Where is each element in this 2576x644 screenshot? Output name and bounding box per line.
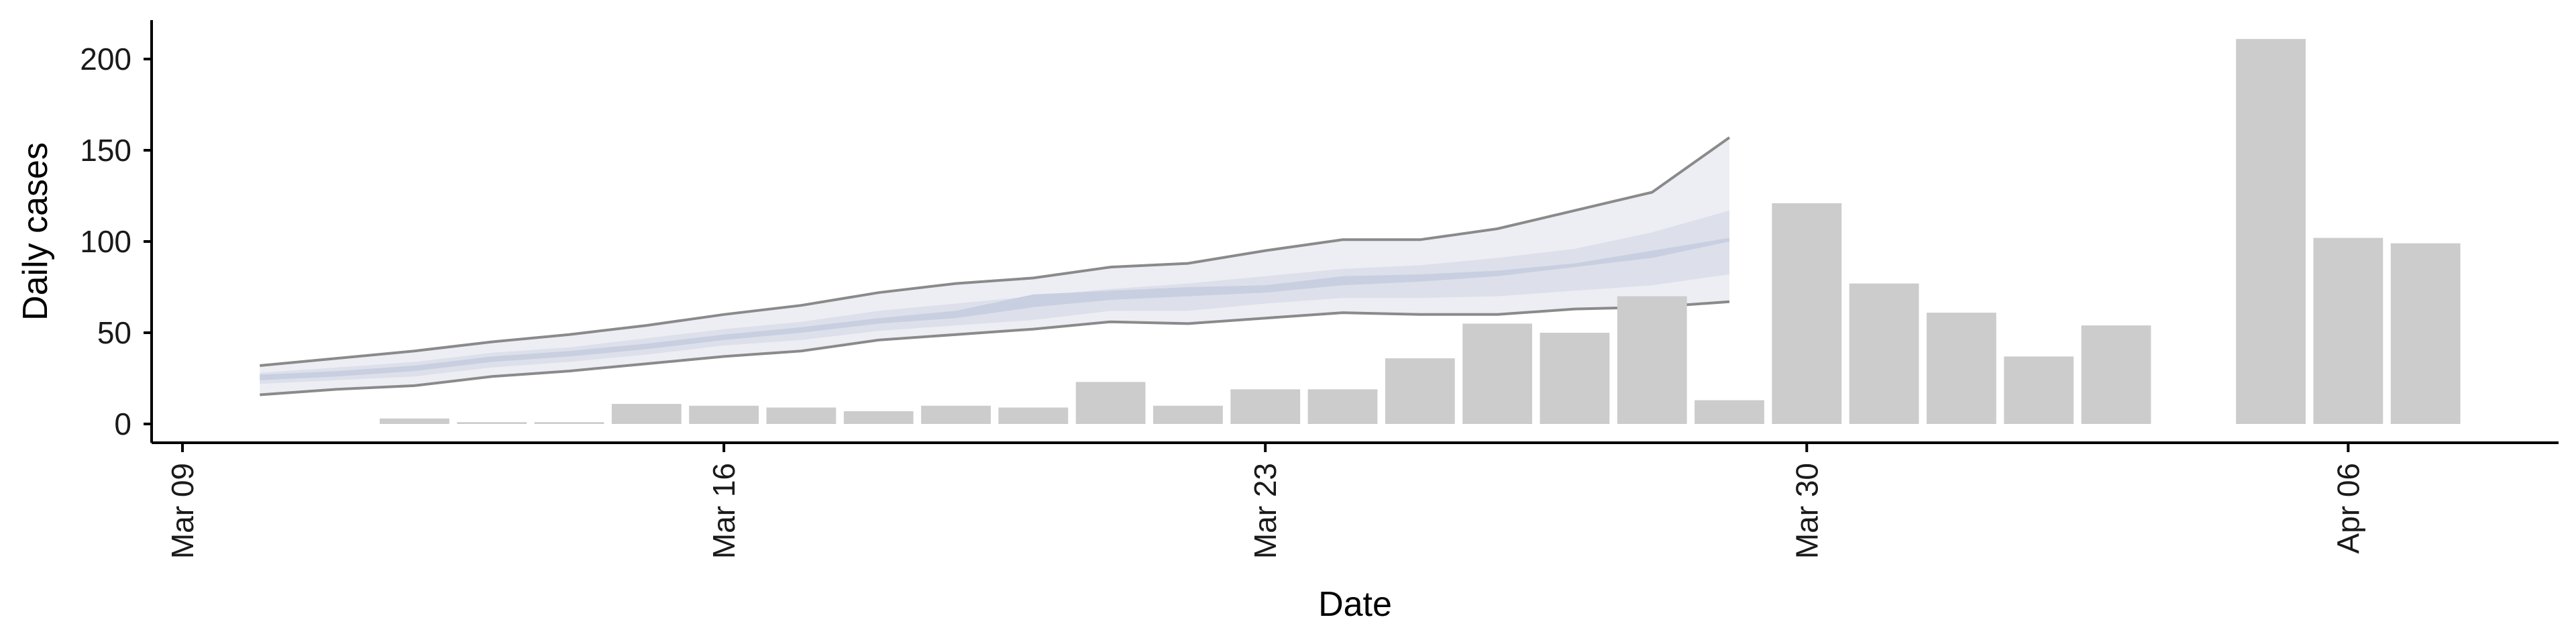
forecast-median-band (260, 237, 1729, 380)
x-ticks: Mar 09 Mar 16 Mar 23 Mar 30 Apr 06 (165, 443, 2365, 559)
forecast-upper-line (260, 136, 1731, 367)
bar-2020-03-16 (689, 405, 759, 424)
bar-2020-03-13 (457, 422, 527, 424)
y-axis-title: Daily cases (16, 142, 55, 321)
bar-2020-03-20 (998, 407, 1069, 424)
axes-layer (150, 20, 2559, 444)
bar-2020-03-22 (1153, 405, 1223, 424)
bar-2020-04-06 (2313, 237, 2383, 424)
x-tick-label-2020-03-30: Mar 30 (1789, 463, 1824, 559)
bar-2020-04-02 (2004, 356, 2074, 424)
bar-2020-03-31 (1849, 283, 1919, 424)
bar-2020-03-29 (1695, 400, 1764, 424)
x-tick-label-2020-03-16: Mar 16 (706, 463, 741, 559)
bar-2020-03-14 (534, 422, 604, 424)
bar-2020-04-03 (2081, 325, 2151, 424)
y-ticks: 0 50 100 150 200 (80, 42, 152, 441)
forecast-lower-line (260, 300, 1730, 396)
bar-2020-03-17 (766, 407, 837, 424)
bar-2020-03-28 (1617, 296, 1687, 424)
y-tick-label-150: 150 (80, 133, 131, 168)
y-tick-label-200: 200 (80, 42, 131, 76)
bars-layer (380, 39, 2461, 425)
bar-2020-03-21 (1075, 382, 1146, 424)
x-tick-label-2020-03-09: Mar 09 (165, 463, 200, 559)
bar-2020-03-23 (1230, 389, 1301, 424)
x-tick-label-2020-03-23: Mar 23 (1248, 463, 1283, 559)
bar-2020-03-15 (611, 404, 682, 424)
y-tick-label-0: 0 (114, 407, 131, 441)
x-tick-label-2020-04-06: Apr 06 (2330, 463, 2365, 554)
bar-2020-03-12 (380, 418, 449, 424)
bar-2020-04-05 (2236, 39, 2306, 425)
bar-2020-03-18 (843, 411, 914, 424)
x-axis-title: Date (1318, 585, 1392, 624)
forecast-outer-band (260, 138, 1729, 395)
bar-2020-04-07 (2390, 243, 2461, 424)
bar-2020-03-27 (1540, 333, 1610, 424)
bar-2020-03-25 (1385, 358, 1455, 424)
bar-2020-03-24 (1307, 389, 1378, 424)
y-tick-label-50: 50 (97, 315, 131, 350)
forecast-layer (260, 136, 1731, 396)
bar-2020-03-26 (1462, 323, 1532, 424)
y-tick-label-100: 100 (80, 224, 131, 259)
bar-2020-04-01 (1927, 313, 1996, 424)
bar-2020-03-30 (1772, 203, 1842, 424)
bar-2020-03-19 (921, 405, 991, 424)
